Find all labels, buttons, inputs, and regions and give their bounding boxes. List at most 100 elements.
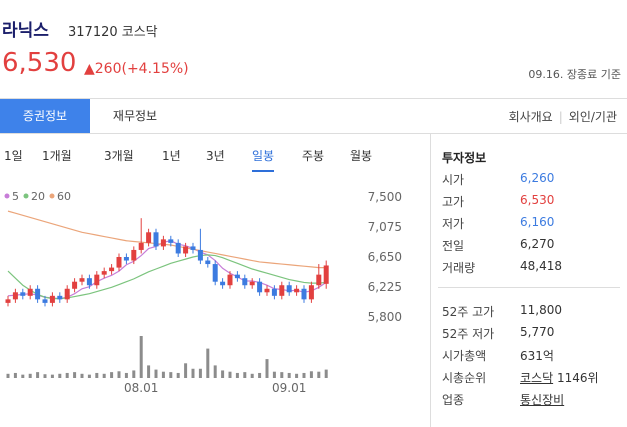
candle-body	[242, 278, 248, 286]
divider	[438, 287, 620, 288]
price-change: ▲260(+4.15%)	[84, 61, 189, 77]
volume-bar	[43, 374, 47, 378]
period-tab[interactable]: 3개월	[104, 149, 134, 163]
candle-body	[79, 278, 85, 282]
volume-bar	[272, 371, 276, 378]
volume-bar	[176, 372, 180, 378]
candle-body	[94, 274, 100, 286]
info-title: 투자정보	[442, 151, 487, 165]
volume-bar	[213, 365, 217, 378]
volume-bar	[169, 372, 173, 378]
candle-body	[146, 232, 152, 243]
y-tick-label: 6,650	[368, 250, 402, 264]
info-value: 6,270	[520, 237, 555, 251]
candle-body	[109, 267, 115, 272]
legend-label: 5	[12, 190, 19, 203]
volume-bar	[295, 373, 299, 378]
candle-body	[123, 257, 129, 261]
candle-body	[183, 246, 189, 254]
volume-bar	[184, 363, 188, 378]
legend-swatch	[4, 193, 10, 199]
candle-body	[249, 281, 255, 286]
candle-body	[294, 288, 300, 293]
volume-bar	[50, 374, 54, 378]
y-tick-label: 7,500	[368, 190, 402, 204]
candle-body	[220, 281, 226, 286]
info-value: 48,418	[520, 259, 562, 273]
price: 6,530	[2, 48, 77, 78]
volume-bar	[124, 372, 128, 378]
info-label: 시가총액	[442, 349, 487, 363]
candle-body	[323, 265, 329, 284]
moving-average-line	[7, 254, 327, 300]
volume-bar	[198, 368, 202, 378]
candle-body	[153, 232, 159, 247]
candle-body	[12, 292, 18, 300]
period-tab[interactable]: 3년	[206, 149, 225, 163]
candle-body	[205, 260, 211, 265]
volume-bar	[154, 369, 158, 378]
link[interactable]: 외인/기관	[568, 110, 617, 124]
candle-body	[57, 295, 63, 300]
moving-average-line	[7, 210, 327, 269]
volume-bar	[36, 372, 40, 378]
y-tick-label: 7,075	[368, 220, 402, 234]
tab[interactable]: 재무정보	[112, 109, 158, 123]
volume-bar	[13, 372, 17, 378]
period-tab[interactable]: 1일	[4, 149, 23, 163]
volume-bar	[95, 372, 99, 378]
period-tab[interactable]: 1년	[162, 149, 181, 163]
candle-body	[234, 274, 240, 279]
legend-label: 20	[31, 190, 45, 203]
period-tab[interactable]: 주봉	[302, 149, 325, 163]
stock-code: 317120 코스닥	[68, 25, 158, 40]
period-tab[interactable]: 월봉	[350, 149, 373, 163]
candle-body	[257, 281, 263, 293]
volume-bar	[80, 373, 84, 378]
candle-body	[20, 292, 26, 296]
info-label: 업종	[442, 393, 465, 407]
tab[interactable]: 증권정보	[0, 99, 90, 133]
candle-body	[301, 288, 307, 300]
candle-body	[286, 285, 292, 293]
x-tick-label: 08.01	[124, 381, 158, 395]
period-tab[interactable]: 1개월	[42, 149, 72, 163]
volume-bar	[258, 372, 262, 378]
info-label: 거래량	[442, 261, 476, 275]
link[interactable]: 회사개요	[508, 110, 553, 124]
candle-body	[190, 246, 196, 250]
info-label: 시가	[442, 173, 465, 187]
info-label: 시총순위	[442, 371, 487, 385]
side-panel	[430, 133, 627, 427]
info-value: 11,800	[520, 303, 562, 317]
volume-bar	[58, 373, 62, 378]
volume-bar	[324, 369, 328, 378]
volume-bar	[228, 371, 232, 378]
volume-bar	[243, 372, 247, 378]
separator: |	[558, 110, 563, 124]
y-tick-label: 6,225	[368, 280, 402, 294]
candle-body	[131, 249, 137, 261]
volume-bar	[280, 372, 284, 378]
volume-bar	[28, 373, 32, 378]
info-value: 6,160	[520, 215, 555, 229]
info-value[interactable]: 통신장비	[520, 393, 565, 407]
info-value[interactable]: 코스닥	[520, 371, 554, 385]
stock-name: 라닉스	[2, 21, 49, 41]
links: 회사개요 | 외인/기관	[509, 108, 617, 125]
candle-body	[49, 295, 55, 303]
period-tab[interactable]: 일봉	[252, 147, 275, 172]
volume-bar	[317, 371, 321, 378]
volume-bar	[110, 372, 114, 378]
info-value: 6,260	[520, 171, 555, 185]
tab-bar: 증권정보 재무정보	[0, 98, 627, 134]
info-label: 52주 저가	[442, 327, 495, 341]
volume-bar	[309, 371, 313, 378]
legend-swatch	[23, 193, 29, 199]
volume-bar	[206, 348, 210, 378]
info-label: 52주 고가	[442, 305, 495, 319]
candle-body	[86, 278, 92, 286]
info-label: 전일	[442, 239, 465, 253]
candle-body	[227, 274, 233, 286]
